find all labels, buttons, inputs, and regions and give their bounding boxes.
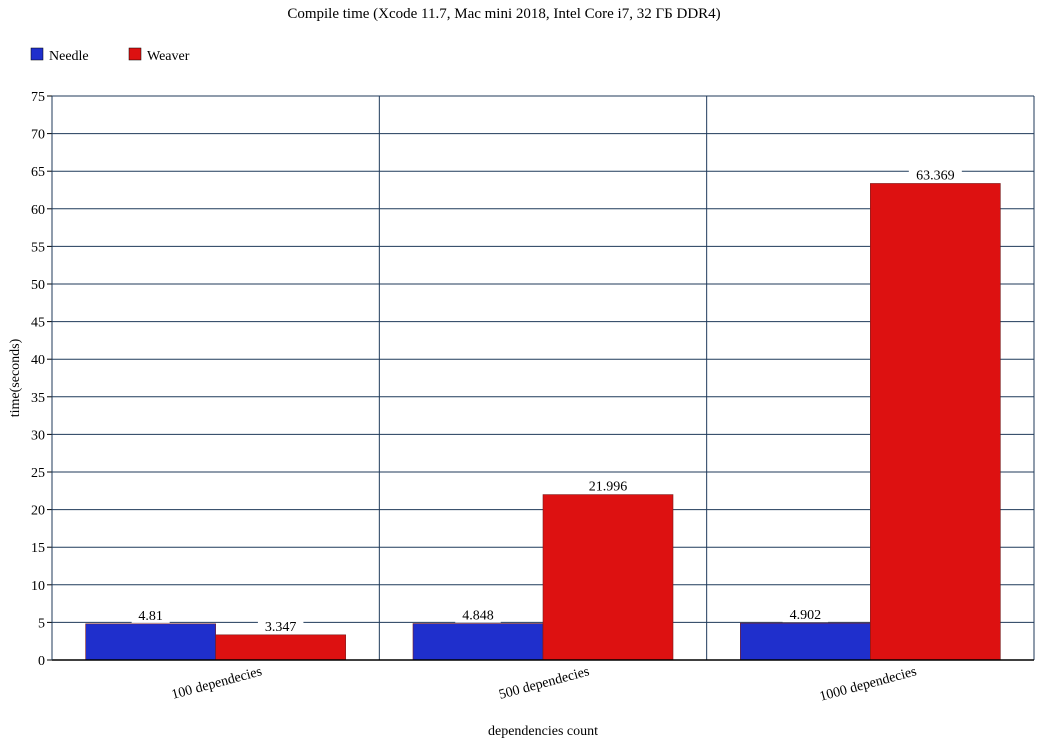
y-axis-label: time(seconds)	[8, 338, 23, 417]
y-tick-label: 75	[31, 90, 45, 105]
legend: Needle Weaver	[30, 47, 190, 64]
x-tick-label: 100 dependecies	[170, 664, 264, 703]
legend-swatch-needle	[30, 47, 44, 61]
data-label-bg	[131, 605, 170, 623]
y-tick-label: 35	[31, 391, 45, 406]
grid-lines	[52, 95, 1035, 660]
y-axis-ticks: 0 5 10 15 20 25 30 35 40 45 50 55 60 65 70 75	[31, 90, 52, 669]
data-labels: 4.81 3.347 4.848 21.996 4.902 63.369	[131, 165, 962, 635]
bar-needle-1	[412, 623, 544, 661]
data-label-bg	[581, 476, 635, 494]
data-label-weaver-2: 63.369	[916, 168, 955, 183]
legend-label-needle: Needle	[49, 49, 89, 64]
bars	[85, 183, 1001, 661]
y-tick-label: 25	[31, 466, 45, 481]
legend-swatch-weaver	[128, 47, 142, 61]
legend-label-weaver: Weaver	[147, 49, 190, 64]
bar-weaver-1	[542, 494, 674, 661]
y-tick-label: 50	[31, 278, 45, 293]
x-axis-ticks: 100 dependecies 500 dependecies 1000 depen…	[170, 664, 918, 704]
y-tick-label: 0	[38, 654, 45, 669]
data-label-weaver-1: 21.996	[589, 480, 628, 495]
bar-needle-0	[85, 623, 216, 661]
x-tick-label: 1000 dependecies	[818, 664, 918, 704]
bar-weaver-0	[215, 634, 346, 661]
y-tick-label: 15	[31, 541, 45, 556]
y-tick-label: 40	[31, 353, 45, 368]
y-tick-label: 55	[31, 240, 45, 255]
bar-needle-2	[740, 622, 871, 661]
y-tick-label: 70	[31, 128, 45, 143]
data-label-bg	[455, 605, 501, 623]
bar-weaver-2	[870, 183, 1001, 661]
y-tick-label: 5	[38, 616, 45, 631]
x-axis-label: dependencies count	[488, 724, 598, 739]
data-label-needle-0: 4.81	[138, 609, 163, 624]
y-tick-label: 65	[31, 165, 45, 180]
chart-title: Compile time (Xcode 11.7, Mac mini 2018,…	[287, 6, 720, 22]
data-label-weaver-0: 3.347	[265, 620, 297, 635]
y-tick-label: 20	[31, 504, 45, 519]
y-tick-label: 60	[31, 203, 45, 218]
y-tick-label: 30	[31, 428, 45, 443]
data-label-needle-1: 4.848	[462, 609, 494, 624]
x-tick-label: 500 dependecies	[497, 664, 591, 703]
data-label-bg	[782, 605, 829, 623]
data-label-bg	[908, 165, 962, 183]
data-label-needle-2: 4.902	[790, 608, 822, 623]
data-label-bg	[257, 616, 304, 634]
y-tick-label: 45	[31, 316, 45, 331]
y-tick-label: 10	[31, 579, 45, 594]
